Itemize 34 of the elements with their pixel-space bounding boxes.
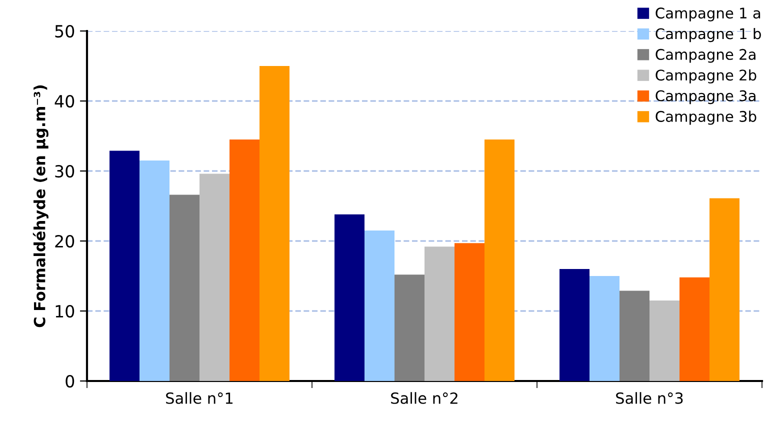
- legend-label: Campagne 3b: [656, 110, 756, 125]
- bar: [364, 230, 394, 381]
- bar: [140, 160, 170, 381]
- y-tick-label: 10: [56, 304, 74, 318]
- bar: [590, 276, 620, 381]
- bar: [394, 274, 424, 381]
- y-tick-label: 20: [55, 234, 74, 248]
- x-tick-label: Salle n°3: [616, 392, 683, 404]
- bar: [680, 277, 710, 381]
- legend-label: Campagne 3a: [656, 90, 756, 104]
- y-axis-title: C Formaldéhyde (en µg.m⁻³): [32, 85, 48, 328]
- legend-label: Campagne 1 b: [656, 28, 761, 42]
- bar: [650, 300, 680, 381]
- legend-label: Campagne 2a: [656, 48, 756, 63]
- y-tick-label: 50: [55, 24, 74, 38]
- bar: [170, 194, 200, 381]
- bar: [484, 140, 514, 381]
- y-tick-label: 0: [66, 374, 74, 388]
- bar: [424, 246, 454, 381]
- bar: [710, 198, 740, 381]
- bar: [620, 290, 650, 381]
- legend-label: Campagne 1 a: [656, 8, 760, 22]
- bar: [454, 243, 484, 381]
- x-tick-label: Salle n°1: [166, 392, 233, 404]
- bar: [260, 66, 290, 381]
- bar: [560, 269, 590, 381]
- x-tick-label: Salle n°2: [391, 392, 458, 404]
- y-tick-label: 40: [54, 94, 74, 108]
- bar: [230, 140, 260, 381]
- y-tick-label: 30: [55, 164, 74, 178]
- bar: [334, 214, 364, 381]
- bar: [110, 150, 140, 381]
- bar: [200, 174, 230, 381]
- legend-label: Campagne 2b: [656, 69, 756, 84]
